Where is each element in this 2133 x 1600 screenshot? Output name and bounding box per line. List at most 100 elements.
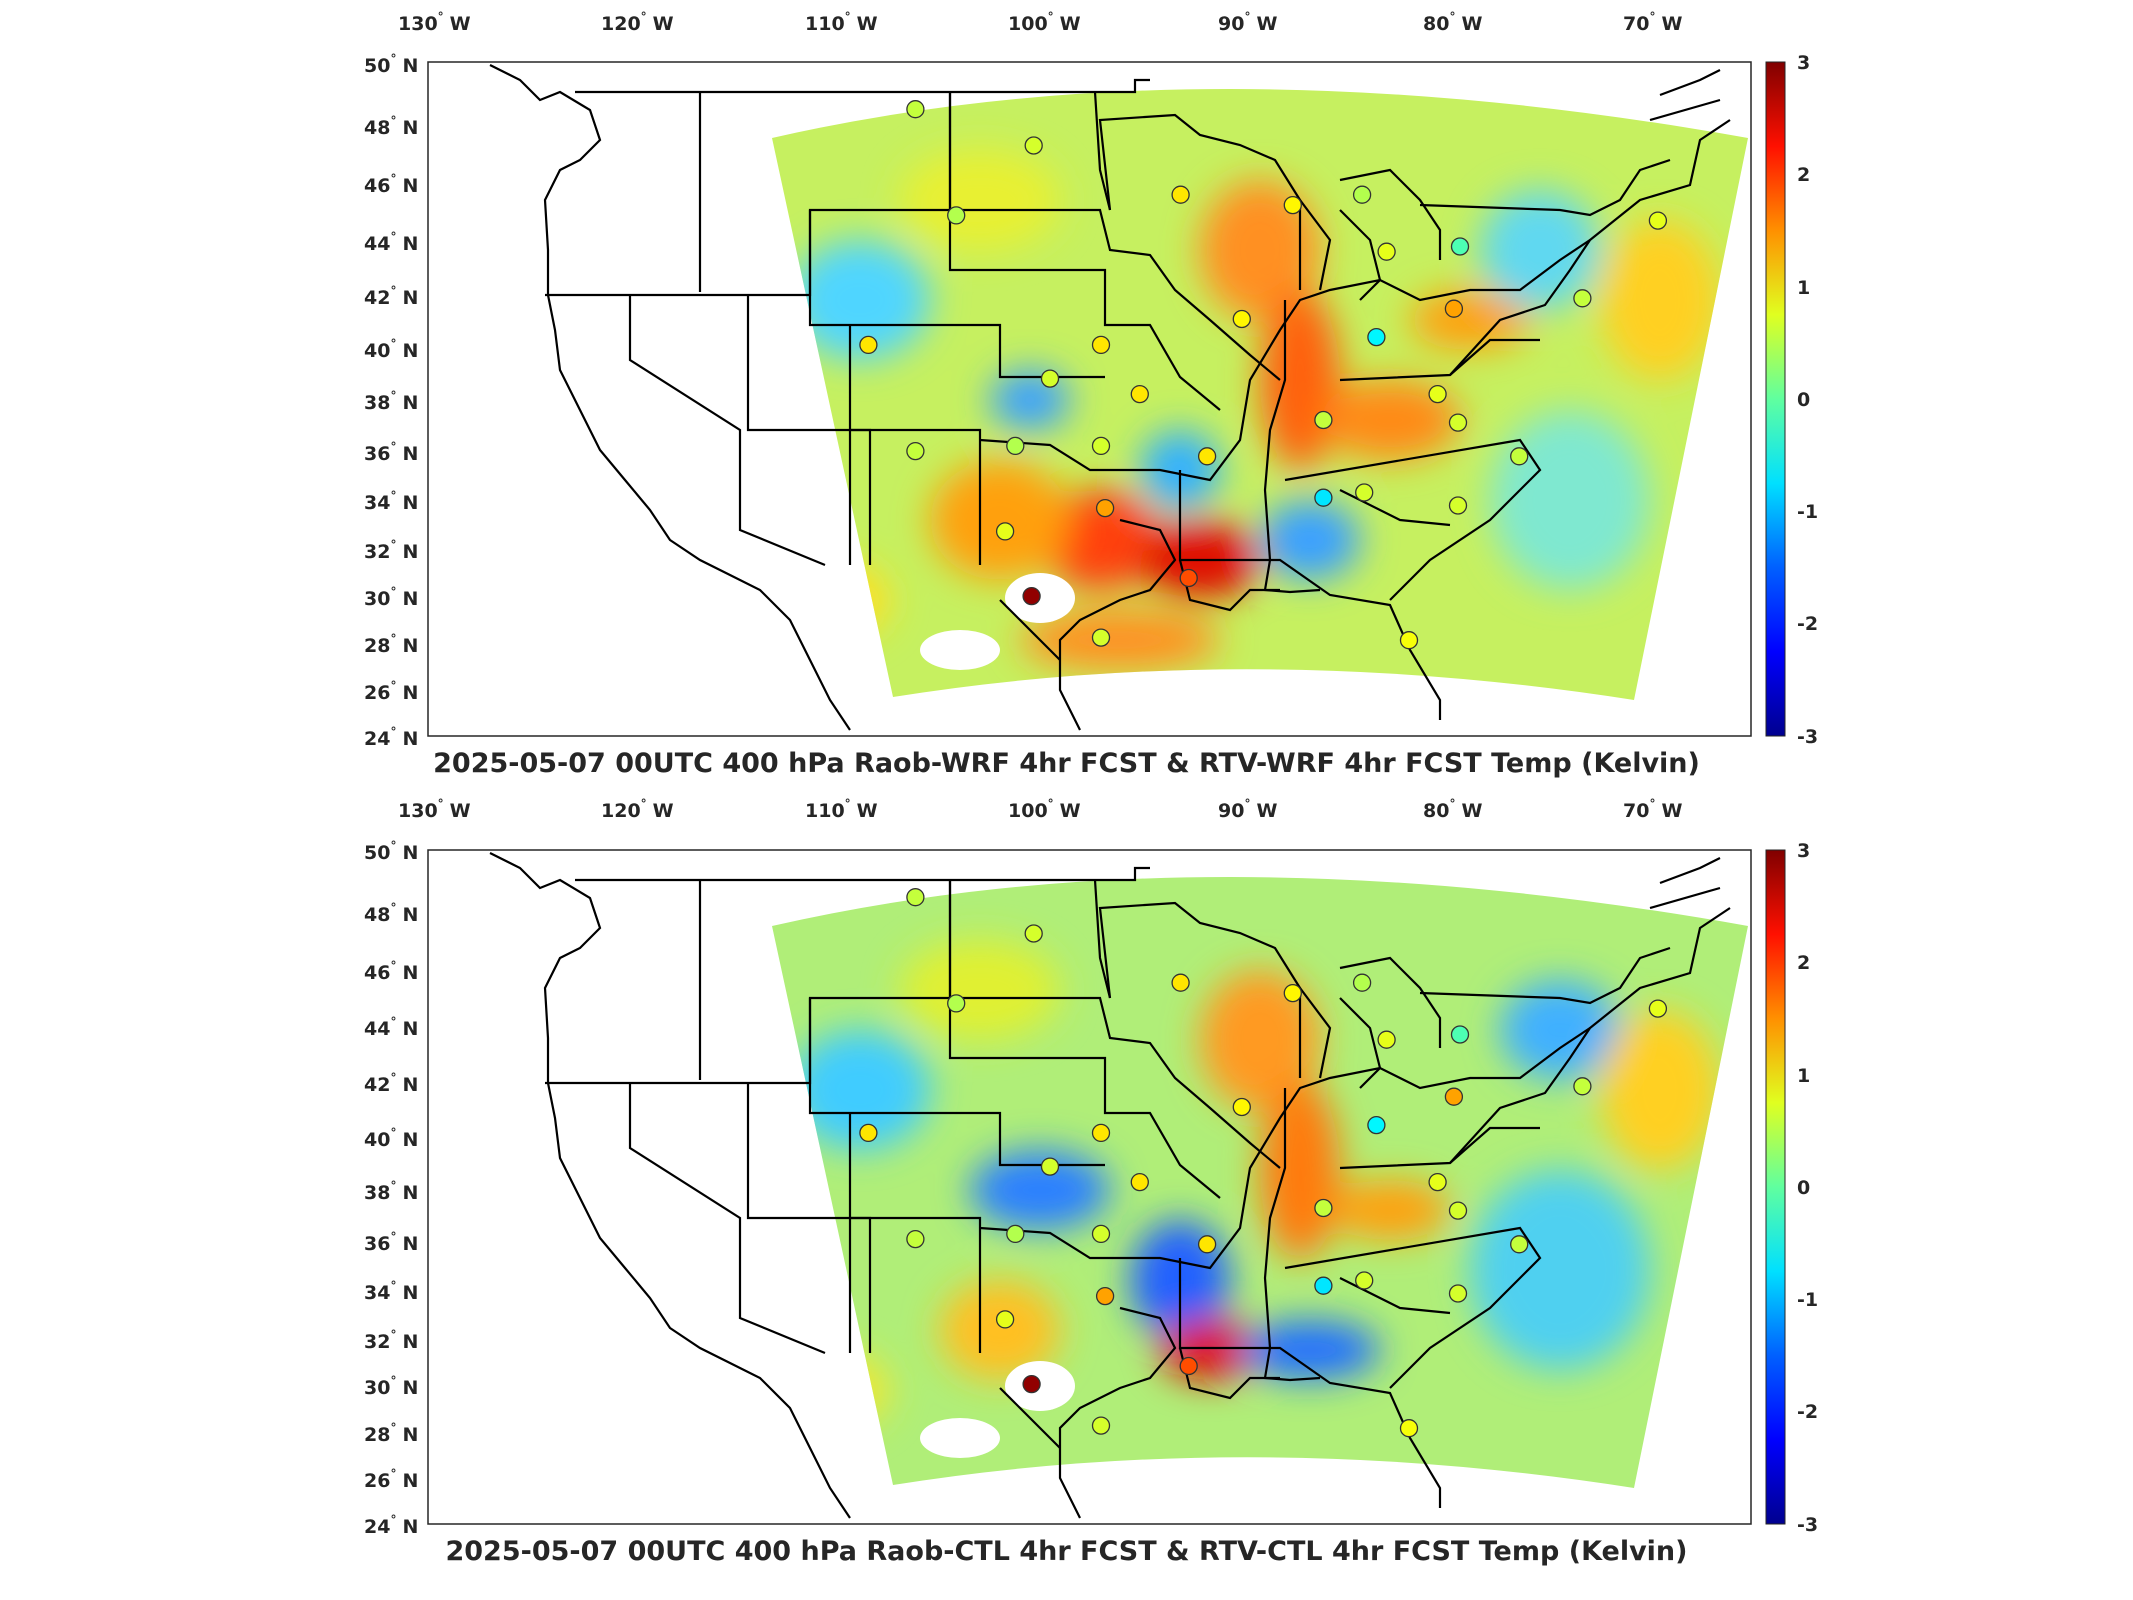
station-marker <box>1283 195 1302 215</box>
raob-stations-bottom <box>859 888 1668 1438</box>
station-marker <box>1428 384 1447 404</box>
station-marker <box>1171 185 1190 204</box>
lat-label-28: 28° N <box>364 1421 418 1446</box>
station-marker <box>1232 309 1251 329</box>
lat-labels: 50° N 48° N 46° N 44° N 42° N 40° N 38° N 36° N … <box>364 839 418 1538</box>
station-marker <box>1091 628 1111 647</box>
station-marker <box>1179 568 1198 588</box>
station-marker <box>1510 1235 1529 1254</box>
station-marker <box>1197 1235 1217 1254</box>
colorbar-labels-bottom: 3 2 1 0 -1 -2 -3 <box>1797 840 1818 1536</box>
lat-label-24: 24° N <box>364 1513 418 1538</box>
station-marker <box>1024 924 1043 943</box>
station-marker <box>1095 1286 1115 1306</box>
lat-label-48: 48° N <box>364 114 418 139</box>
station-marker <box>1091 335 1111 355</box>
lon-label-80: 80° W <box>1423 10 1482 35</box>
lat-label-40: 40° N <box>364 1126 418 1151</box>
lon-label-110: 110° W <box>805 10 878 35</box>
station-marker <box>859 1123 878 1143</box>
map-panel-top: 130° W 120° W 110° W 100° W 90° W 80° W 70° W 5… <box>0 0 2133 790</box>
lon-label-130: 130° W <box>398 797 471 822</box>
station-marker <box>1130 384 1149 404</box>
lon-label-100: 100° W <box>1008 797 1081 822</box>
station-marker <box>1040 369 1060 388</box>
lon-label-80: 80° W <box>1423 797 1482 822</box>
station-marker <box>1006 1224 1025 1244</box>
station-marker <box>1197 447 1217 466</box>
station-marker <box>995 1310 1015 1329</box>
lat-label-32: 32° N <box>364 1328 418 1353</box>
lat-label-32: 32° N <box>364 538 418 563</box>
station-marker <box>1444 299 1464 318</box>
station-marker <box>1367 327 1386 347</box>
station-marker <box>1448 413 1468 432</box>
station-marker <box>1510 447 1529 466</box>
colorbar-labels-top: 3 2 1 0 -1 -2 -3 <box>1797 52 1818 748</box>
station-marker <box>1006 436 1025 456</box>
cb-tick-neg2: -2 <box>1797 1401 1818 1423</box>
map-figure-top: 130° W 120° W 110° W 100° W 90° W 80° W 70° W 5… <box>364 10 1818 750</box>
station-marker <box>1399 1419 1419 1438</box>
station-marker <box>906 888 925 907</box>
lat-label-46: 46° N <box>364 959 418 984</box>
cb-tick-3: 3 <box>1797 840 1810 862</box>
station-marker <box>1450 1025 1470 1044</box>
lat-labels: 50° N 48° N 46° N 44° N 42° N 40° N 38° N 36° N … <box>364 52 418 750</box>
panel-title-top: 2025-05-07 00UTC 400 hPa Raob-WRF 4hr FC… <box>433 748 1700 779</box>
lat-label-26: 26° N <box>364 1467 418 1492</box>
lat-label-30: 30° N <box>364 585 418 610</box>
temperature-difference-field <box>772 877 1748 1488</box>
station-marker <box>1367 1115 1386 1135</box>
lat-label-50: 50° N <box>364 839 418 864</box>
lat-label-42: 42° N <box>364 284 418 309</box>
colorbar-bottom <box>1765 849 1786 1525</box>
state-boundaries <box>489 64 1731 731</box>
station-marker <box>1130 1172 1149 1192</box>
cb-tick-neg3: -3 <box>1797 726 1818 748</box>
cb-tick-0: 0 <box>1797 389 1810 411</box>
lon-label-70: 70° W <box>1623 797 1682 822</box>
lat-label-44: 44° N <box>364 230 418 255</box>
lon-labels: 130° W 120° W 110° W 100° W 90° W 80° W 70° W <box>398 797 1682 822</box>
station-marker <box>906 100 925 119</box>
lon-label-90: 90° W <box>1218 797 1277 822</box>
station-marker <box>1377 242 1396 261</box>
station-marker <box>1314 410 1333 430</box>
lon-label-90: 90° W <box>1218 10 1277 35</box>
lon-label-110: 110° W <box>805 797 878 822</box>
lon-label-100: 100° W <box>1008 10 1081 35</box>
station-marker <box>1314 488 1333 507</box>
station-marker <box>1399 631 1419 650</box>
cb-tick-3: 3 <box>1797 52 1810 74</box>
station-marker <box>947 994 966 1013</box>
station-marker <box>859 335 878 355</box>
lat-label-34: 34° N <box>364 489 418 514</box>
station-marker <box>1448 1201 1468 1220</box>
station-marker <box>1448 1284 1468 1303</box>
station-marker <box>1648 211 1668 230</box>
station-marker <box>1232 1097 1251 1117</box>
station-marker <box>1355 483 1374 502</box>
station-marker <box>1091 1224 1111 1244</box>
lat-label-50: 50° N <box>364 52 418 77</box>
station-marker <box>1171 973 1190 992</box>
colorbar-top <box>1765 61 1786 737</box>
station-marker <box>1444 1087 1464 1106</box>
station-marker <box>1314 1276 1333 1295</box>
lat-label-26: 26° N <box>364 679 418 704</box>
cb-tick-1: 1 <box>1797 277 1810 299</box>
cb-tick-2: 2 <box>1797 952 1810 974</box>
lat-label-42: 42° N <box>364 1071 418 1096</box>
station-marker <box>1448 496 1468 515</box>
cb-tick-2: 2 <box>1797 164 1810 186</box>
station-marker <box>1314 1198 1333 1218</box>
station-marker <box>1573 289 1592 308</box>
station-marker <box>1095 498 1115 518</box>
station-marker <box>1428 1172 1447 1192</box>
map-panel-bottom: 130° W 120° W 110° W 100° W 90° W 80° W 70° W 5… <box>0 790 2133 1600</box>
lon-label-130: 130° W <box>398 10 471 35</box>
map-figure-bottom: 130° W 120° W 110° W 100° W 90° W 80° W 70° W 5… <box>364 797 1818 1538</box>
lat-label-46: 46° N <box>364 172 418 197</box>
station-marker <box>1355 1271 1374 1290</box>
